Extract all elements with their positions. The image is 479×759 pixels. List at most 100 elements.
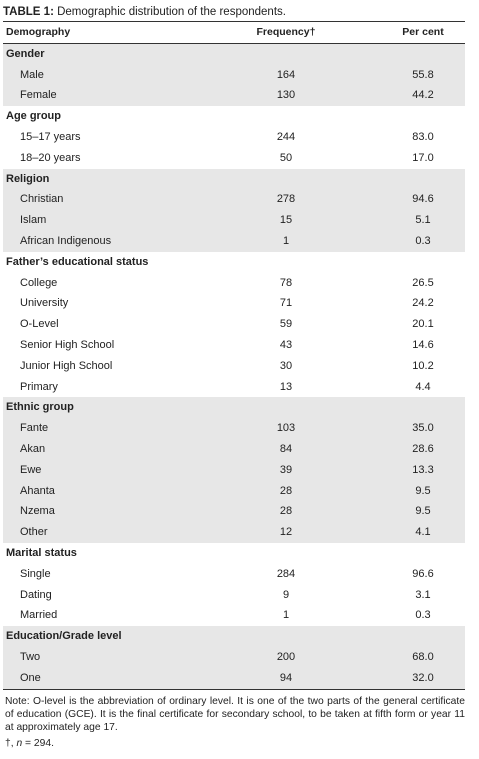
percent-cell: 28.6 bbox=[412, 442, 434, 455]
frequency-cell: 1 bbox=[282, 234, 290, 247]
row-label: Female bbox=[20, 89, 57, 102]
column-header: Demography bbox=[6, 26, 71, 38]
percent-cell: 68.0 bbox=[412, 650, 434, 663]
frequency-cell: 103 bbox=[276, 422, 296, 435]
frequency-cell: 15 bbox=[279, 214, 293, 227]
frequency-cell: 39 bbox=[279, 463, 293, 476]
frequency-cell: 13 bbox=[279, 380, 293, 393]
data-row: Male 164 55.8 bbox=[3, 64, 465, 86]
row-label: 15–17 years bbox=[20, 130, 81, 143]
section-row: Education/Grade level bbox=[3, 626, 465, 647]
row-label: Two bbox=[20, 650, 41, 663]
percent-cell: 96.6 bbox=[412, 567, 434, 580]
footnote-rest: = 294. bbox=[22, 737, 54, 749]
frequency-cell: 43 bbox=[279, 338, 293, 351]
row-label: Primary bbox=[20, 380, 58, 393]
title-text: Demographic distribution of the responde… bbox=[53, 6, 286, 18]
header-row: Demography Frequency† Per cent bbox=[3, 22, 465, 44]
data-row: Female 130 44.2 bbox=[3, 85, 465, 107]
frequency-cell: 71 bbox=[279, 297, 293, 310]
data-row: College 78 26.5 bbox=[3, 273, 465, 294]
section-label: Education/Grade level bbox=[6, 630, 122, 643]
title-label: TABLE 1: bbox=[3, 6, 54, 18]
frequency-cell: 28 bbox=[279, 484, 293, 497]
row-label: Senior High School bbox=[20, 338, 115, 351]
data-row: Fante 103 35.0 bbox=[3, 418, 465, 439]
section-row: Age group bbox=[3, 106, 465, 127]
data-row: Ahanta 28 9.5 bbox=[3, 480, 465, 502]
note: Note: O-level is the abbreviation of ord… bbox=[5, 695, 465, 733]
percent-cell: 55.8 bbox=[412, 68, 434, 81]
percent-cell: 35.0 bbox=[412, 422, 434, 435]
section-row: Ethnic group bbox=[3, 397, 465, 419]
frequency-cell: 12 bbox=[279, 526, 293, 539]
data-row: 18–20 years 50 17.0 bbox=[3, 148, 465, 169]
footnote-var: n bbox=[16, 737, 23, 749]
row-label: Other bbox=[20, 526, 48, 539]
frequency-cell: 164 bbox=[276, 68, 296, 81]
row-label: Akan bbox=[20, 442, 46, 455]
percent-cell: 3.1 bbox=[415, 588, 431, 601]
data-row: Junior High School 30 10.2 bbox=[3, 356, 465, 377]
frequency-cell: 130 bbox=[276, 89, 296, 102]
row-label: Dating bbox=[20, 588, 52, 601]
percent-cell: 0.3 bbox=[415, 234, 431, 247]
row-label: African Indigenous bbox=[20, 234, 112, 247]
percent-cell: 4.4 bbox=[415, 380, 431, 393]
percent-cell: 94.6 bbox=[412, 193, 434, 206]
percent-cell: 9.5 bbox=[415, 505, 431, 518]
row-label: Ewe bbox=[20, 463, 42, 476]
row-label: Male bbox=[20, 68, 44, 81]
percent-cell: 14.6 bbox=[412, 338, 434, 351]
section-label: Gender bbox=[6, 47, 45, 60]
frequency-cell: 200 bbox=[276, 650, 296, 663]
frequency-cell: 244 bbox=[276, 130, 296, 143]
row-label: Islam bbox=[20, 214, 47, 227]
section-row: Father’s educational status bbox=[3, 252, 465, 273]
frequency-cell: 59 bbox=[279, 318, 293, 331]
row-label: Christian bbox=[20, 193, 64, 206]
percent-cell: 26.5 bbox=[412, 276, 434, 289]
percent-cell: 20.1 bbox=[412, 318, 434, 331]
section-label: Ethnic group bbox=[6, 401, 74, 414]
row-label: Ahanta bbox=[20, 484, 55, 497]
frequency-cell: 28 bbox=[279, 505, 293, 518]
percent-cell: 24.2 bbox=[412, 297, 434, 310]
section-label: Age group bbox=[6, 110, 61, 123]
percent-cell: 5.1 bbox=[415, 214, 431, 227]
section-row: Gender bbox=[3, 43, 465, 65]
section-label: Marital status bbox=[6, 546, 77, 559]
percent-cell: 0.3 bbox=[415, 609, 431, 622]
row-label: One bbox=[20, 671, 41, 684]
data-row: Two 200 68.0 bbox=[3, 646, 465, 668]
data-row: University 71 24.2 bbox=[3, 293, 465, 314]
section-row: Marital status bbox=[3, 543, 465, 564]
table-figure: TABLE 1: Demographic distribution of the… bbox=[3, 3, 465, 749]
data-row: Married 1 0.3 bbox=[3, 605, 465, 626]
data-row: Dating 9 3.1 bbox=[3, 585, 465, 606]
row-label: Junior High School bbox=[20, 359, 113, 372]
data-row: African Indigenous 1 0.3 bbox=[3, 230, 465, 252]
row-label: Nzema bbox=[20, 505, 55, 518]
percent-cell: 44.2 bbox=[412, 89, 434, 102]
percent-cell: 13.3 bbox=[412, 463, 434, 476]
frequency-cell: 9 bbox=[282, 588, 290, 601]
frequency-cell: 94 bbox=[279, 671, 293, 684]
data-row: Other 12 4.1 bbox=[3, 522, 465, 543]
frequency-cell: 1 bbox=[282, 609, 290, 622]
percent-cell: 17.0 bbox=[412, 151, 434, 164]
column-header: Frequency† bbox=[256, 26, 316, 38]
data-row: Nzema 28 9.5 bbox=[3, 501, 465, 523]
section-label: Father’s educational status bbox=[6, 255, 149, 268]
section-label: Religion bbox=[6, 172, 50, 185]
data-row: Single 284 96.6 bbox=[3, 564, 465, 585]
column-header: Per cent bbox=[402, 26, 444, 38]
percent-cell: 83.0 bbox=[412, 130, 434, 143]
row-label: Single bbox=[20, 567, 51, 580]
data-row: Primary 13 4.4 bbox=[3, 377, 465, 398]
percent-cell: 32.0 bbox=[412, 671, 434, 684]
section-row: Religion bbox=[3, 168, 465, 190]
row-label: O-Level bbox=[20, 318, 59, 331]
row-label: College bbox=[20, 276, 58, 289]
